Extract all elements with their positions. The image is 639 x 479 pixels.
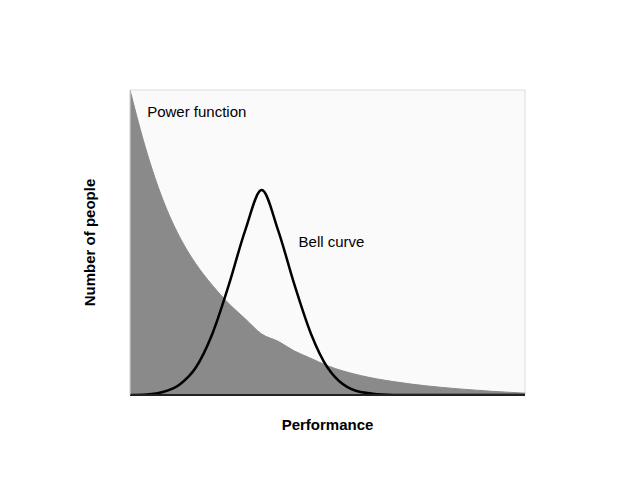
- svg-text:Power function: Power function: [147, 103, 246, 120]
- svg-text:Number of people: Number of people: [81, 179, 98, 307]
- svg-text:Performance: Performance: [282, 416, 374, 433]
- svg-text:Bell curve: Bell curve: [299, 233, 365, 250]
